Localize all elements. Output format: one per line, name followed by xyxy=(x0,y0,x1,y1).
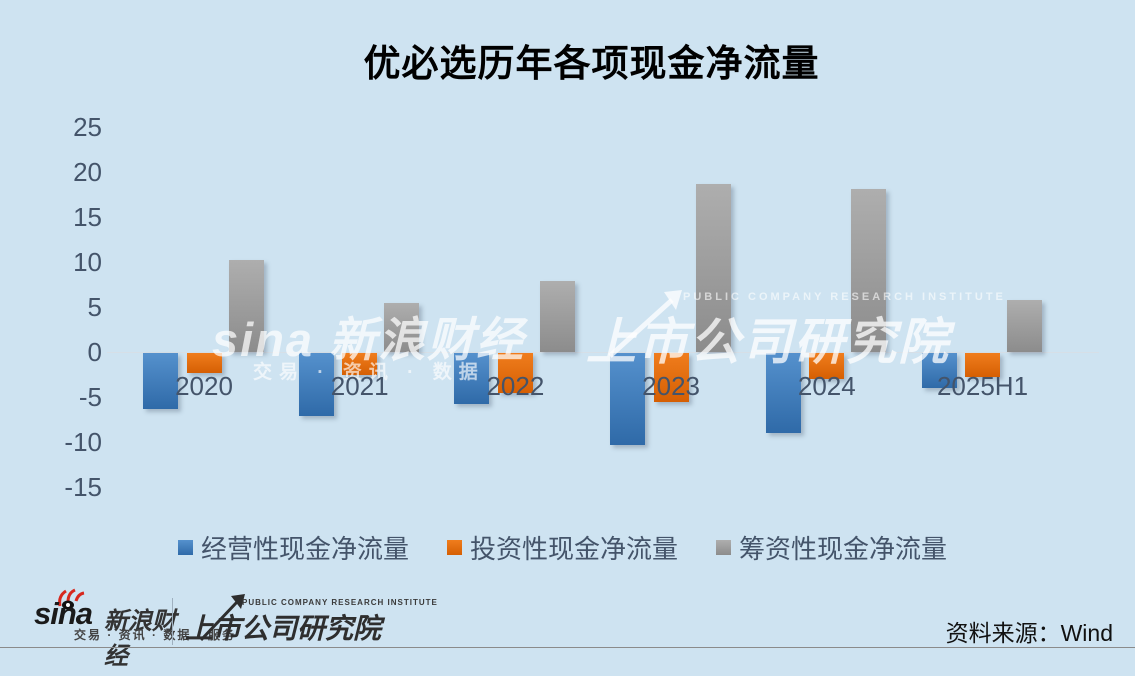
x-axis-label-2020: 2020 xyxy=(175,371,233,401)
bar-经营性现金净流量-2025H1 xyxy=(921,353,957,389)
pcri-subtitle: PUBLIC COMPANY RESEARCH INSTITUTE xyxy=(242,598,438,607)
bar-投资性现金净流量-2023 xyxy=(653,353,689,402)
bar-筹资性现金净流量-2020 xyxy=(228,260,264,352)
legend-swatch-icon xyxy=(178,540,193,555)
bar-投资性现金净流量-2021 xyxy=(342,353,378,375)
y-axis-tick-label: 10 xyxy=(73,247,102,277)
watermark-pcri-subtitle: PUBLIC COMPANY RESEARCH INSTITUTE xyxy=(683,291,1006,303)
x-axis-label-2023: 2023 xyxy=(642,371,701,401)
y-axis-tick-label: 25 xyxy=(73,112,102,142)
data-source-label: 资料来源：Wind xyxy=(945,620,1113,646)
bar-投资性现金净流量-2020 xyxy=(186,353,222,373)
x-axis-label-2025H1: 2025H1 xyxy=(936,371,1029,401)
y-axis-tick-label: -10 xyxy=(64,427,102,457)
bar-投资性现金净流量-2024 xyxy=(809,353,845,380)
pcri-wordmark: 上市公司研究院 xyxy=(185,613,382,644)
footer-divider-line xyxy=(0,647,1135,648)
legend-label: 投资性现金净流量 xyxy=(470,534,679,564)
legend-item: 经营性现金净流量 xyxy=(178,529,409,566)
legend: 经营性现金净流量 投资性现金净流量 筹资性现金净流量 xyxy=(178,529,947,566)
legend-item: 投资性现金净流量 xyxy=(447,529,678,566)
bar-筹资性现金净流量-2025H1 xyxy=(1007,299,1042,352)
legend-label: 经营性现金净流量 xyxy=(201,534,410,564)
x-axis-label-2024: 2024 xyxy=(797,371,856,401)
y-axis-tick-label: 15 xyxy=(73,202,102,232)
sina-wordmark: sina xyxy=(34,596,93,631)
legend-label: 筹资性现金净流量 xyxy=(739,534,948,564)
sina-finance-logo: sina 新浪财经 交易 · 资讯 · 数据 · 服务 xyxy=(34,588,234,670)
page-title: 优必选历年各项现金净流量 xyxy=(363,43,820,84)
bar-经营性现金净流量-2020 xyxy=(143,353,178,409)
footer-logo-divider xyxy=(172,598,173,645)
bar-筹资性现金净流量-2024 xyxy=(851,189,887,352)
bar-筹资性现金净流量-2021 xyxy=(384,302,420,352)
y-axis-tick-label: 0 xyxy=(87,337,102,367)
legend-item: 筹资性现金净流量 xyxy=(716,529,947,566)
x-axis-label-2022: 2022 xyxy=(486,371,545,401)
y-axis-tick-label: 20 xyxy=(73,157,102,187)
bar-投资性现金净流量-2022 xyxy=(497,353,533,393)
y-axis-tick-label: -5 xyxy=(78,382,102,412)
bar-筹资性现金净流量-2022 xyxy=(539,280,575,352)
x-axis-label-2021: 2021 xyxy=(330,371,389,401)
legend-swatch-icon xyxy=(716,540,732,555)
bar-经营性现金净流量-2023 xyxy=(610,353,646,445)
sina-eye-icon xyxy=(58,588,85,610)
legend-swatch-icon xyxy=(447,540,463,555)
bar-经营性现金净流量-2021 xyxy=(298,353,334,416)
y-axis-tick-label: -15 xyxy=(64,472,102,502)
bar-筹资性现金净流量-2023 xyxy=(695,183,731,352)
bar-经营性现金净流量-2024 xyxy=(765,353,801,434)
y-axis-tick-label: 5 xyxy=(87,292,102,322)
x-axis-line xyxy=(107,352,1099,353)
bar-经营性现金净流量-2022 xyxy=(454,353,490,405)
pcri-logo: PUBLIC COMPANY RESEARCH INSTITUTE 上市公司研究… xyxy=(185,594,437,646)
sina-tagline: 交易 · 资讯 · 数据 · 服务 xyxy=(74,628,236,642)
bar-投资性现金净流量-2025H1 xyxy=(965,353,1000,378)
pcri-arrow-icon xyxy=(199,594,245,642)
